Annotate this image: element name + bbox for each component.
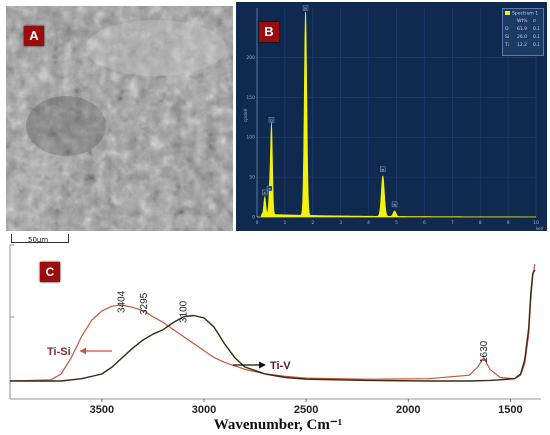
ftir-plot: 3500 3000 2500 2000 1500 3404 3295 3100 1630 Ti…: [9, 244, 541, 433]
eds-x-tick-label: 5: [395, 220, 398, 226]
eds-peak-label-box: [266, 185, 273, 192]
legend-sigma: 0.1: [533, 27, 541, 32]
ti-v-arrowhead: [259, 361, 266, 369]
eds-x-unit: keV: [536, 226, 544, 231]
eds-x-tick-label: 7: [451, 220, 454, 226]
eds-spectrum-line: [257, 11, 537, 218]
eds-x-tick-label: 0: [256, 220, 259, 226]
eds-x-tick-label: 4: [367, 220, 370, 226]
eds-peak-label: O: [270, 118, 273, 122]
ftir-frame: [9, 244, 541, 400]
eds-x-tick-label: 1: [283, 220, 286, 226]
eds-x-tick-label: 8: [479, 220, 482, 226]
legend-wt: 12.2: [517, 43, 528, 48]
ftir-x-tick-label: 2000: [396, 404, 420, 416]
ftir-ticks: 3500 3000 2500 2000 1500: [90, 399, 523, 416]
legend-el: Ti: [505, 43, 509, 48]
eds-peak-label: C: [264, 191, 266, 195]
ti-si-label: Ti-Si: [47, 346, 71, 358]
eds-x-tick-label: 10: [533, 220, 539, 226]
eds-peak-label: Si: [304, 7, 307, 11]
legend-sigma: 0.1: [533, 43, 541, 48]
eds-y-tick-label: 150: [246, 95, 255, 101]
eds-peak-label-box: [380, 166, 386, 172]
panel-c-tag: C: [40, 262, 60, 282]
eds-x-tick-label: 3: [339, 220, 342, 226]
ti-si-arrowhead: [80, 347, 86, 355]
eds-legend: Spectrum 1 Wt% σ O 61.9 0.1 Si 26.0 0.1 …: [502, 8, 544, 56]
eds-x-tick-label: 2: [311, 220, 314, 226]
spectrum-swatch: [505, 11, 510, 15]
ftir-peak-annotation: 3295: [139, 292, 150, 315]
ftir-x-tick-label: 2500: [294, 404, 318, 416]
legend-title: Spectrum 1: [512, 11, 539, 17]
eds-peak-label-box: [268, 117, 275, 123]
ftir-legend: Ti-Si Ti-V: [47, 346, 291, 372]
eds-y-tick-label: 200: [246, 55, 255, 61]
eds-peak-label-box: [262, 189, 268, 196]
ftir-x-tick-label: 3500: [90, 404, 114, 416]
eds-spectrum: 0 1 2 3 4 5 6 7 8 9 10 0 50 100 150 200 C Ti O Si Ti Ti cps/…: [236, 2, 547, 231]
eds-peak-label-box: [302, 5, 309, 11]
legend-header-sigma: σ: [533, 19, 536, 24]
eds-x-tick-label: 9: [507, 220, 510, 226]
ftir-series: [9, 263, 536, 382]
ftir-series-line: [10, 269, 536, 382]
eds-peak-label: Ti: [392, 203, 396, 207]
ftir-peak-annotation: 3100: [179, 300, 190, 323]
eds-x-tick-label: 6: [423, 220, 426, 226]
ftir-chart: 3500 3000 2500 2000 1500 3404 3295 3100 1630 Ti…: [0, 243, 550, 435]
ftir-peak-annotation: 1630: [479, 340, 490, 363]
eds-y-tick-label: 0: [252, 215, 255, 221]
legend-wt: 26.0: [517, 35, 528, 40]
legend-header-wt: Wt%: [517, 19, 528, 24]
ftir-x-axis-label: Wavenumber, Cm⁻¹: [214, 417, 343, 433]
legend-sigma: 0.1: [533, 35, 541, 40]
ftir-x-tick-label: 1500: [498, 404, 522, 416]
legend-el: Si: [505, 35, 510, 40]
eds-y-axis-label: cps/eV: [243, 108, 248, 122]
panel-a-tag: A: [24, 26, 44, 46]
eds-y-tick-label: 100: [246, 135, 255, 141]
scale-bar-label: 50µm: [28, 236, 49, 244]
eds-peak-label-box: [391, 201, 398, 208]
ftir-peak-annotation: 3404: [117, 290, 128, 313]
legend-el: O: [505, 27, 509, 32]
eds-y-tick-label: 50: [249, 175, 255, 181]
ftir-annotations: 3404 3295 3100 1630: [117, 290, 490, 363]
ftir-x-tick-label: 3000: [192, 404, 216, 416]
ti-v-label: Ti-V: [270, 360, 291, 372]
eds-peak-label: Ti: [267, 187, 271, 191]
legend-wt: 61.9: [517, 27, 528, 32]
scale-bar: [11, 234, 69, 243]
sem-micrograph: A: [6, 6, 233, 231]
panel-b-tag: B: [259, 22, 279, 42]
eds-peak-label: Ti: [381, 168, 385, 172]
eds-grid: [256, 8, 537, 218]
